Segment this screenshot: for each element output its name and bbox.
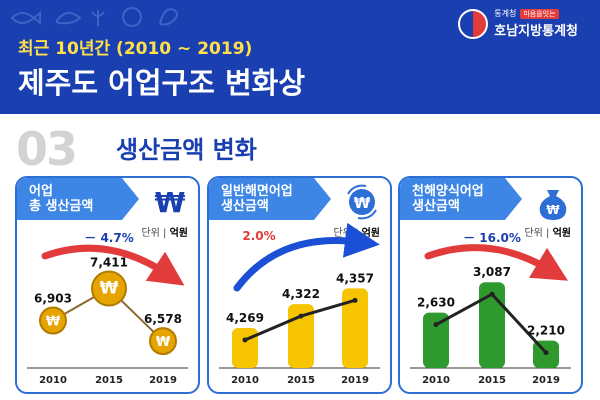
- panel-title-line2: 생산금액: [221, 199, 269, 214]
- change-arrow: [233, 222, 380, 292]
- data-label: 6,578: [144, 312, 182, 326]
- data-label: 6,903: [34, 292, 72, 306]
- panel-title-line2: 생산금액: [412, 199, 460, 214]
- x-tick-label: 2010: [231, 375, 259, 386]
- data-point: [433, 322, 439, 328]
- won-coin-icon: ₩: [46, 315, 61, 330]
- x-tick-label: 2019: [532, 375, 560, 386]
- change-label: － 4.7%: [84, 231, 133, 245]
- chart-total-production: 2010 2015 2019 － 4.7% ₩6,903 ₩7,411 ₩6,578: [27, 231, 188, 386]
- unit-text: 단위: [524, 228, 543, 239]
- unit-text: 단위: [141, 228, 160, 239]
- chart-general-fishery: 2010 2015 2019 2.0% 4,269 4,322 4,357: [219, 222, 380, 386]
- won-coin-exchange-icon: ₩: [347, 184, 377, 220]
- data-point: [242, 337, 248, 343]
- data-label: 4,357: [336, 271, 374, 285]
- change-label: 2.0%: [242, 229, 275, 243]
- data-point: [352, 297, 358, 303]
- bar: [342, 288, 368, 368]
- data-label: 7,411: [90, 255, 128, 269]
- unit-value: 억원: [169, 228, 188, 239]
- panel-aquaculture: 천해양식어업 생산금액 ₩ 단위 | 억원 2010 2015 2019 － 16.0…: [398, 176, 583, 394]
- panel-title-tag: 천해양식어업 생산금액: [400, 178, 522, 220]
- data-point: [298, 313, 304, 319]
- agency-badge: 마음을잇는: [520, 8, 559, 19]
- x-tick-label: 2010: [422, 375, 450, 386]
- panel-total-production: 어업 총 생산금액 ₩ 단위 | 억원 2010 2015 2019 － 4.7% ₩6…: [15, 176, 200, 394]
- data-coin: [39, 306, 67, 335]
- bar: [423, 312, 449, 368]
- won-symbol-icon: ₩: [155, 186, 186, 219]
- page-title: 제주도 어업구조 변화상: [18, 66, 305, 100]
- change-label: － 16.0%: [463, 231, 521, 245]
- panel-title-line1: 천해양식어업: [412, 184, 484, 199]
- unit-label: 단위 | 억원: [524, 228, 571, 239]
- data-label: 2,630: [417, 296, 455, 310]
- data-coin: [91, 270, 127, 307]
- svg-text:₩: ₩: [354, 194, 371, 212]
- sea-creatures-decoration-icon: [10, 7, 178, 27]
- section-title: 생산금액 변화: [116, 136, 257, 164]
- taeguk-logo-icon: [458, 8, 489, 39]
- data-label: 3,087: [473, 265, 511, 279]
- unit-value: 억원: [552, 228, 571, 239]
- section-number: 03: [16, 122, 78, 176]
- change-arrow: [424, 244, 569, 281]
- agency-top-label: 통계청: [494, 9, 517, 18]
- unit-text: 단위: [333, 228, 352, 239]
- data-point: [543, 350, 549, 356]
- page-subtitle: 최근 10년간 (2010 ~ 2019): [18, 39, 253, 59]
- x-tick-label: 2015: [478, 375, 506, 386]
- data-label: 4,322: [282, 287, 320, 301]
- header-banner: 통계청 마음을잇는 호남지방통계청 최근 10년간 (2010 ~ 2019) …: [0, 0, 600, 114]
- unit-label: 단위 | 억원: [141, 228, 188, 239]
- x-tick-label: 2015: [95, 375, 123, 386]
- agency-name: 호남지방통계청: [494, 24, 578, 39]
- panel-title-line2: 총 생산금액: [29, 199, 94, 214]
- panel-title-tag: 일반해면어업 생산금액: [209, 178, 331, 220]
- x-tick-label: 2019: [341, 375, 369, 386]
- x-tick-label: 2019: [149, 375, 177, 386]
- panel-title-line1: 일반해면어업: [221, 184, 293, 199]
- agency-logo: 통계청 마음을잇는 호남지방통계청: [458, 8, 578, 39]
- won-coin-icon: ₩: [100, 278, 119, 298]
- data-coin: [149, 327, 177, 356]
- panel-general-fishery: 일반해면어업 생산금액 ₩ 단위 | 억원 2010 2015 2019 2.0% 4,…: [207, 176, 392, 394]
- x-tick-label: 2015: [287, 375, 315, 386]
- won-coin-icon: ₩: [156, 335, 171, 350]
- bar: [232, 327, 258, 368]
- chart-aquaculture: 2010 2015 2019 － 16.0% 2,630 3,087 2,210: [410, 231, 571, 386]
- bar: [479, 282, 505, 368]
- panel-title-tag: 어업 총 생산금액: [17, 178, 139, 220]
- change-arrow: [41, 244, 185, 286]
- svg-text:₩: ₩: [546, 203, 560, 217]
- data-label: 2,210: [527, 324, 565, 338]
- svg-text:₩: ₩: [155, 186, 186, 219]
- money-bag-icon: ₩: [539, 190, 567, 220]
- panel-title-line1: 어업: [29, 184, 53, 199]
- data-point: [489, 291, 495, 297]
- x-tick-label: 2010: [39, 375, 67, 386]
- data-label: 4,269: [226, 311, 264, 325]
